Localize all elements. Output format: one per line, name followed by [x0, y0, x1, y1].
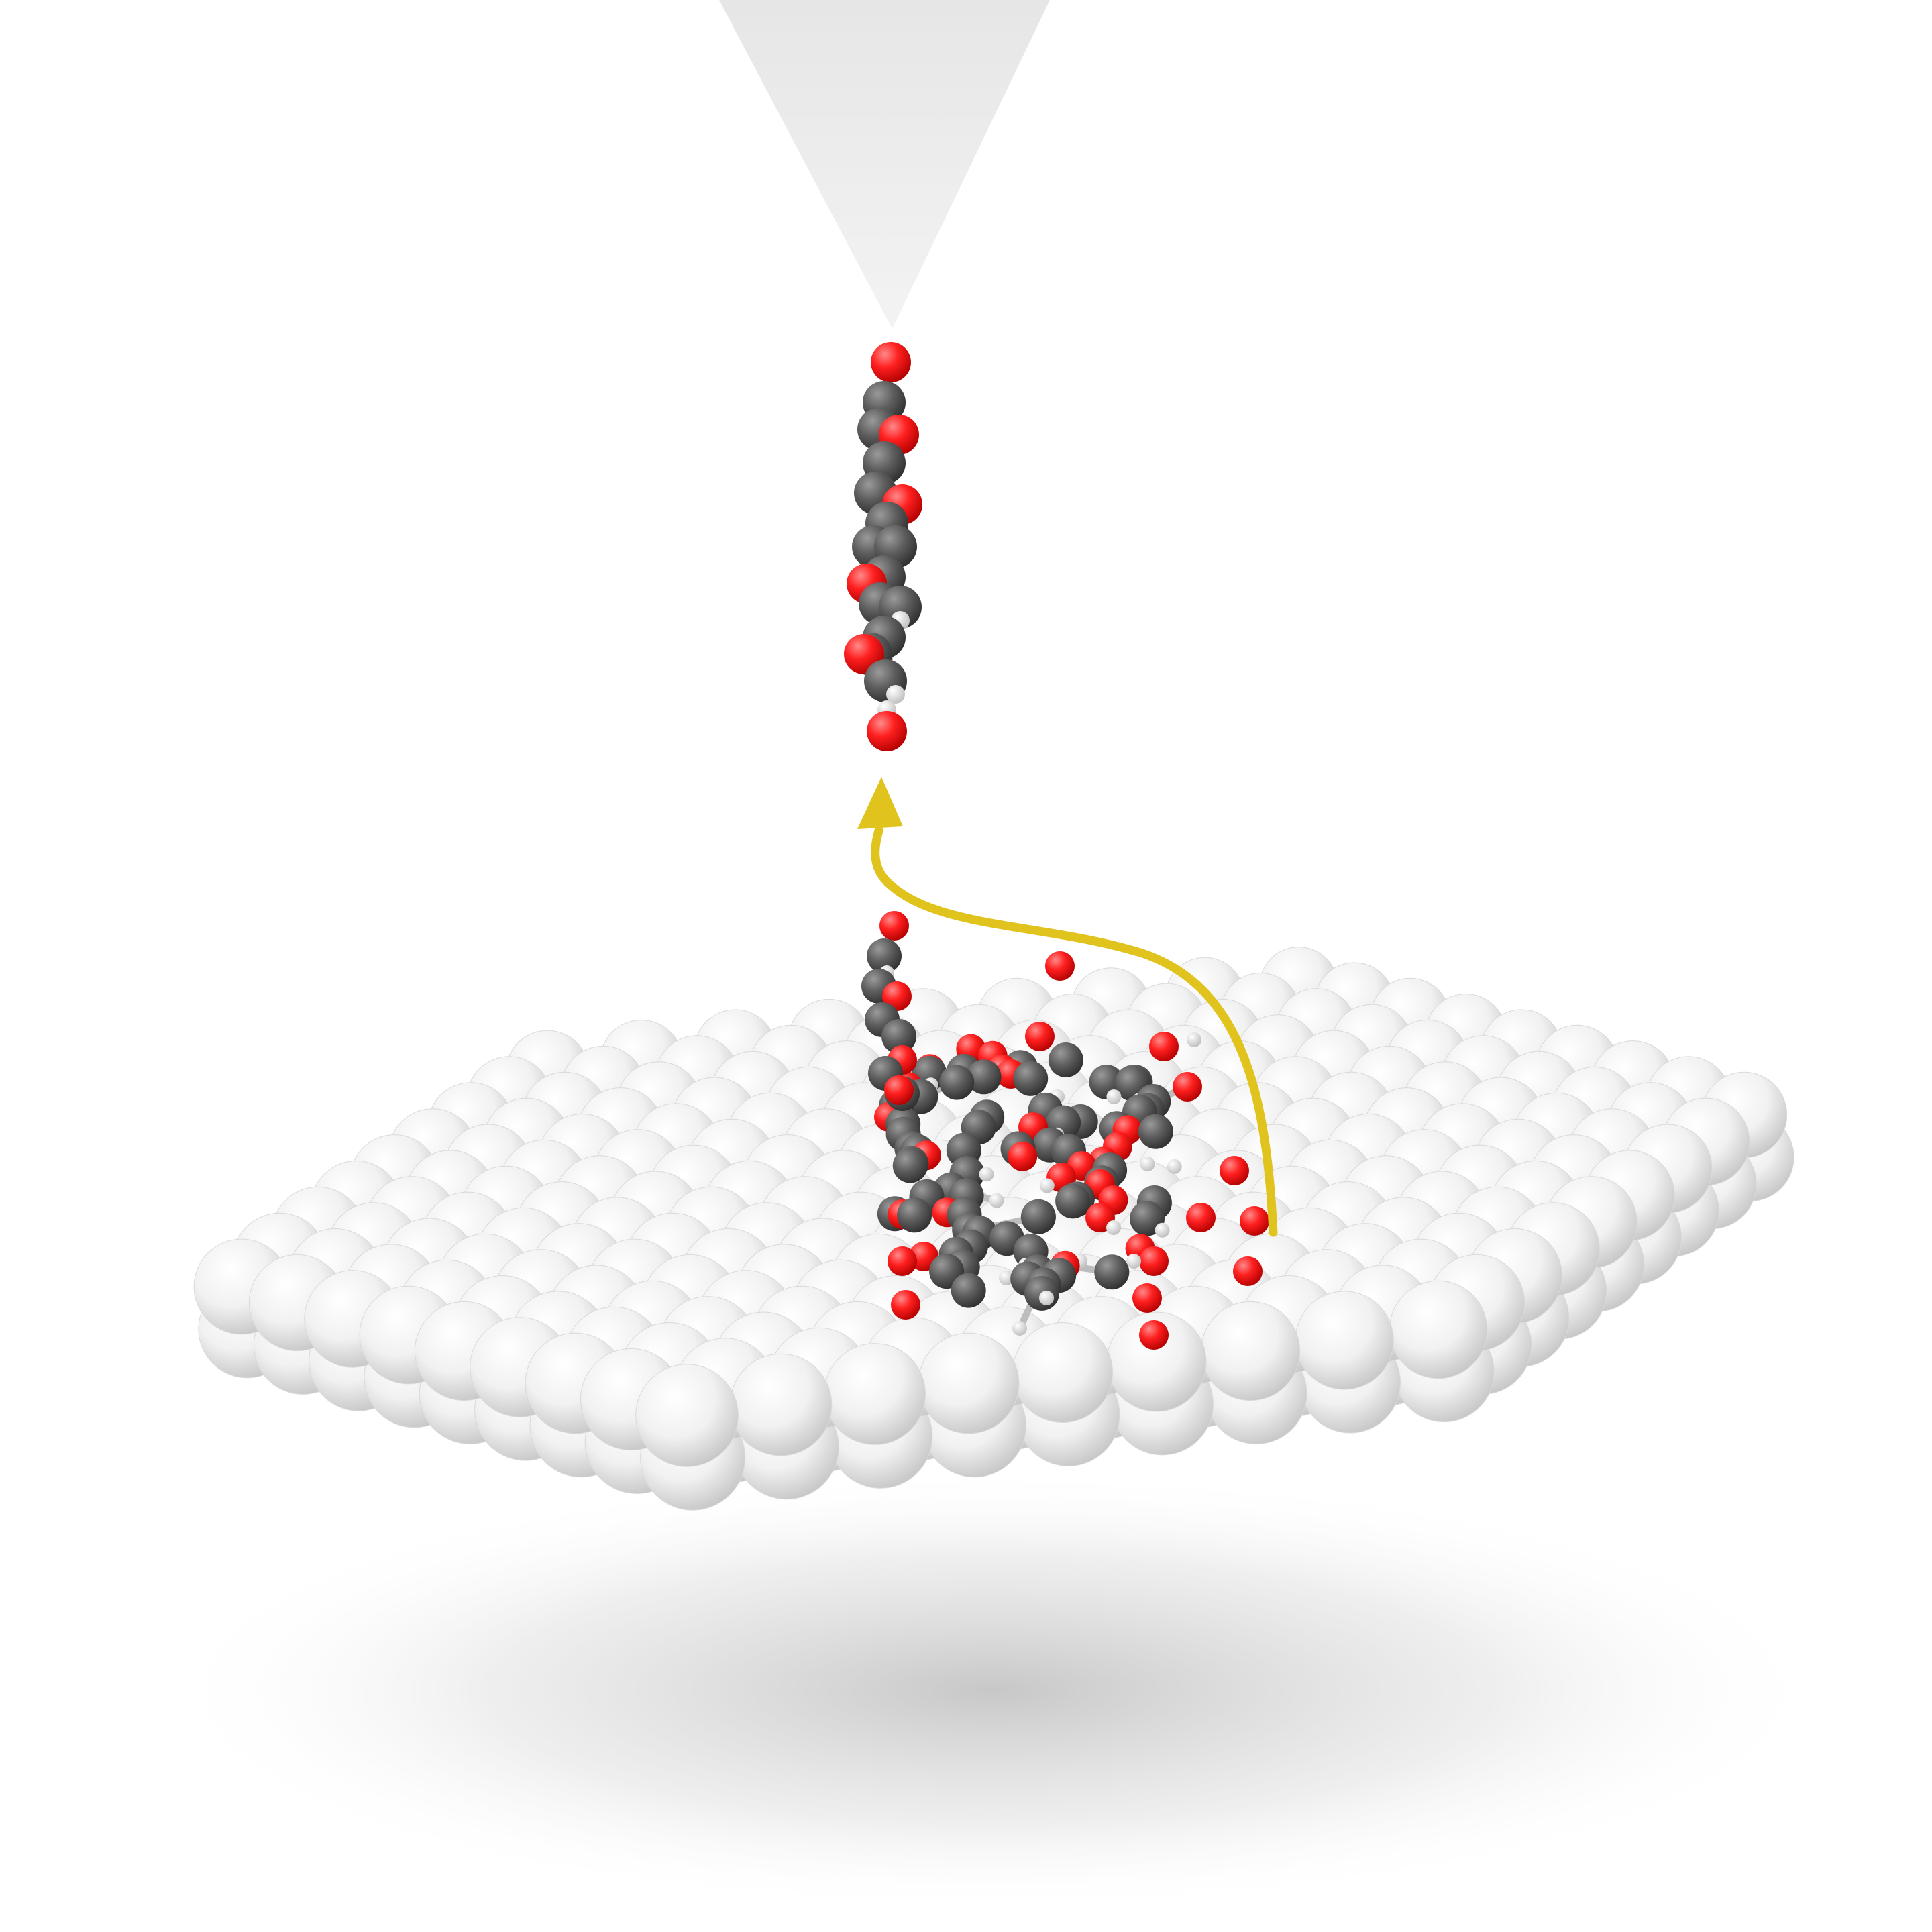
oxygen-atom: [1025, 1022, 1055, 1051]
oxygen-atom: [882, 981, 912, 1011]
carbon-atom: [1094, 1254, 1130, 1290]
hydrogen-atom: [1155, 1222, 1170, 1238]
hydrogen-atom: [1012, 1321, 1027, 1336]
hydrogen-atom: [886, 685, 905, 704]
carbon-atom: [1020, 1199, 1056, 1234]
lifted-molecule: [844, 342, 922, 751]
hydrogen-atom: [1187, 1032, 1201, 1047]
carbon-atom: [867, 938, 902, 973]
oxygen-atom: [1220, 1156, 1249, 1185]
carbon-atom: [966, 1059, 1002, 1095]
carbon-atom: [951, 1273, 986, 1308]
surface-atom: [918, 1332, 1020, 1434]
probe-tip: [719, 0, 1050, 329]
surface-atom: [1295, 1291, 1394, 1390]
surface-atom: [635, 1364, 739, 1467]
oxygen-atom: [1008, 1141, 1038, 1171]
hydrogen-atom: [999, 1271, 1014, 1285]
oxygen-atom: [888, 1246, 917, 1276]
oxygen-atom: [1186, 1203, 1216, 1232]
carbon-atom: [897, 1197, 932, 1233]
lift-path-arrowhead: [857, 777, 903, 829]
hydrogen-atom: [1039, 1178, 1055, 1193]
oxygen-atom: [1132, 1283, 1162, 1313]
lift-path-arrow: [857, 777, 1278, 1237]
lift-path-curve: [871, 826, 1278, 1237]
oxygen-atom: [1240, 1206, 1269, 1236]
oxygen-atom: [891, 1290, 920, 1320]
hydrogen-atom: [989, 1193, 1004, 1208]
surface-atom: [824, 1343, 926, 1445]
adsorbed-molecules: [861, 911, 1269, 1350]
surface-atom: [1389, 1280, 1488, 1379]
hydrogen-atom: [1106, 1089, 1122, 1104]
surface-atom: [1200, 1301, 1301, 1401]
carbon-atom: [1013, 1061, 1049, 1096]
hydrogen-atom: [1167, 1159, 1182, 1174]
hydrogen-atom: [979, 1167, 994, 1182]
carbon-atom: [1138, 1114, 1173, 1149]
hydrogen-atom: [1039, 1291, 1054, 1305]
oxygen-atom: [1139, 1320, 1169, 1350]
carbon-atom: [1055, 1183, 1091, 1219]
oxygen-atom: [867, 711, 907, 751]
oxygen-atom: [1173, 1072, 1202, 1102]
surface-atom: [1012, 1322, 1113, 1423]
hydrogen-atom: [1106, 1220, 1121, 1235]
carbon-atom: [881, 1019, 916, 1054]
hydrogen-atom: [1126, 1254, 1141, 1269]
carbon-atom: [892, 1148, 928, 1183]
surface-atom: [729, 1353, 833, 1456]
oxygen-atom: [1149, 1032, 1179, 1061]
oxygen-atom: [1045, 951, 1075, 981]
oxygen-atom: [879, 911, 909, 941]
oxygen-atom: [884, 1075, 914, 1105]
oxygen-atom: [871, 342, 911, 382]
oxygen-atom: [1233, 1256, 1263, 1286]
oxygen-atom: [1139, 1246, 1169, 1276]
hydrogen-atom: [1140, 1157, 1155, 1172]
carbon-atom: [1048, 1042, 1083, 1077]
carbon-atom: [939, 1065, 975, 1100]
floor-shadow: [154, 1469, 1831, 1912]
